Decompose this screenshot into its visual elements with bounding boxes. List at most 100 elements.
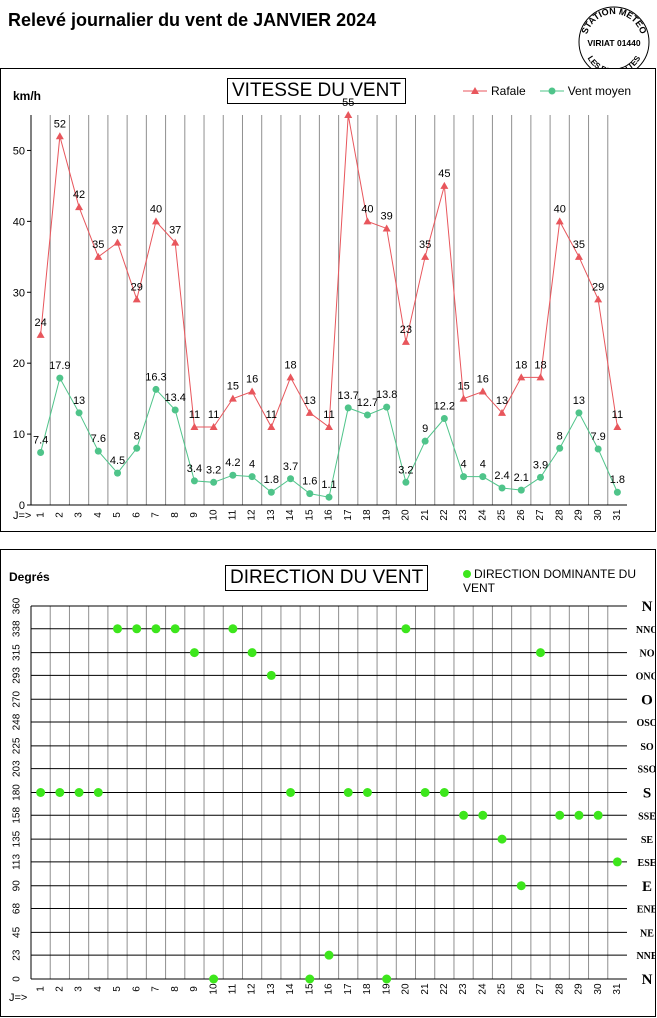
speed-x-tick-label: 11: [228, 509, 239, 520]
speed-x-tick-label: 20: [401, 509, 412, 521]
rafale-data-label: 13: [304, 395, 316, 407]
speed-x-tick-label: 7: [151, 512, 162, 518]
rafale-point: [305, 408, 314, 416]
vent-moyen-point: [498, 484, 506, 492]
speed-x-tick-label: 13: [266, 509, 277, 521]
direction-point: [305, 974, 315, 984]
direction-point: [574, 810, 584, 820]
vent-moyen-point: [75, 409, 83, 417]
rafale-data-label: 42: [73, 189, 85, 201]
direction-point: [228, 624, 238, 634]
dir-x-tick-label: 12: [247, 983, 258, 995]
speed-x-tick-label: 29: [574, 509, 585, 521]
rafale-point: [75, 203, 84, 211]
rafale-point: [94, 252, 103, 260]
rafale-point: [286, 373, 295, 381]
dir-x-tick-label: 27: [535, 983, 546, 995]
rafale-data-label: 16: [246, 374, 258, 386]
rafale-data-label: 18: [515, 359, 527, 371]
dir-x-tick-label: 1: [35, 986, 46, 992]
direction-point: [247, 648, 257, 658]
rafale-data-label: 40: [554, 203, 566, 215]
dir-y-tick-label: 135: [12, 830, 23, 847]
legend-rafale-label: Rafale: [491, 84, 526, 98]
speed-x-tick-label: 15: [304, 509, 315, 521]
speed-x-tick-label: 30: [593, 509, 604, 521]
speed-x-tick-label: 18: [362, 509, 373, 521]
direction-point: [324, 950, 334, 960]
legend-rafale: Rafale: [463, 84, 526, 98]
dir-x-tick-label: 29: [574, 983, 585, 995]
vent-moyen-data-label: 1.6: [302, 476, 317, 488]
dir-cardinal-label: OSO: [636, 718, 655, 729]
rafale-data-label: 11: [323, 409, 334, 421]
speed-x-tick-label: 16: [324, 509, 335, 521]
rafale-point: [613, 423, 622, 430]
dir-x-tick-label: 20: [401, 983, 412, 995]
rafale-data-label: 11: [266, 409, 277, 421]
direction-point: [36, 788, 46, 797]
dir-y-tick-label: 225: [12, 737, 23, 754]
dir-x-axis-label: J=>: [9, 992, 27, 1004]
rafale-point: [478, 387, 487, 395]
vent-moyen-data-label: 4: [461, 459, 467, 471]
speed-x-tick-label: 5: [112, 512, 123, 518]
vent-moyen-data-label: 4.2: [225, 457, 240, 469]
station-stamp: STATION METEO VIRIAT 01440 LES FAUVETTES: [578, 6, 650, 78]
vent-moyen-data-label: 4: [249, 459, 255, 471]
direction-point: [401, 624, 411, 634]
vent-moyen-point: [248, 473, 256, 481]
vent-moyen-data-label: 7.9: [591, 431, 606, 443]
direction-point: [439, 788, 449, 797]
direction-point: [497, 834, 507, 844]
vent-moyen-data-label: 3.7: [283, 461, 298, 473]
rafale-point: [267, 423, 276, 430]
rafale-point: [55, 132, 64, 140]
dir-x-tick-label: 4: [93, 986, 104, 992]
vent-moyen-point: [440, 414, 448, 422]
vent-moyen-point: [94, 447, 102, 455]
dir-cardinal-label: N: [642, 599, 653, 615]
direction-point: [362, 788, 372, 797]
dir-cardinal-label: ENE: [637, 905, 655, 916]
rafale-data-label: 40: [361, 203, 373, 215]
rafale-point: [190, 423, 199, 430]
vent-moyen-point: [479, 473, 487, 481]
dir-y-tick-label: 180: [12, 784, 23, 801]
vent-moyen-data-label: 7.4: [33, 435, 48, 447]
speed-x-axis-label: J=>: [13, 510, 31, 522]
dir-x-tick-label: 18: [362, 983, 373, 995]
dir-cardinal-label: ESE: [638, 858, 655, 869]
direction-point: [382, 974, 392, 984]
speed-x-tick-label: 31: [612, 509, 623, 521]
dir-x-tick-label: 21: [420, 983, 431, 995]
vent-moyen-point: [152, 385, 160, 393]
stamp-middle-text: VIRIAT 01440: [587, 38, 641, 48]
vent-moyen-data-label: 4.5: [110, 455, 125, 467]
dir-x-tick-label: 6: [131, 986, 142, 992]
rafale-point: [498, 408, 507, 416]
direction-point: [612, 857, 622, 867]
vent-moyen-point: [363, 411, 371, 419]
direction-point: [113, 624, 123, 634]
dir-cardinal-label: NO: [640, 649, 655, 660]
vent-moyen-data-label: 8: [557, 430, 563, 442]
speed-x-tick-label: 21: [420, 509, 431, 521]
rafale-data-label: 29: [131, 281, 143, 293]
dir-y-tick-label: 360: [12, 597, 23, 614]
vent-moyen-data-label: 9: [422, 423, 428, 435]
vent-moyen-point: [325, 493, 333, 501]
vent-moyen-point: [613, 488, 621, 496]
vent-moyen-data-label: 13: [573, 395, 585, 407]
speed-x-tick-label: 25: [497, 509, 508, 521]
direction-point: [170, 624, 180, 634]
dir-x-tick-label: 31: [612, 983, 623, 995]
dir-cardinal-label: SSO: [638, 765, 655, 776]
dir-x-tick-label: 5: [112, 986, 123, 992]
dir-x-tick-label: 17: [343, 983, 354, 995]
direction-point: [189, 648, 199, 658]
vent-moyen-point: [344, 404, 352, 412]
speed-x-tick-label: 14: [285, 509, 296, 521]
